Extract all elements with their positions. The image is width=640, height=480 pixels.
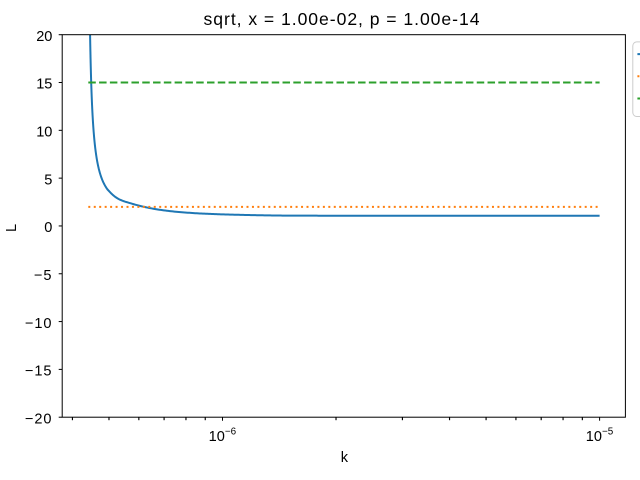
svg-text:−5: −5 <box>34 268 52 284</box>
svg-text:15: 15 <box>36 77 52 93</box>
svg-text:L: L <box>4 224 20 232</box>
svg-text:−10: −10 <box>25 316 52 332</box>
svg-text:10: 10 <box>36 125 52 141</box>
svg-text:−20: −20 <box>25 411 52 427</box>
svg-text:10−5: 10−5 <box>586 426 614 445</box>
svg-text:20: 20 <box>36 29 52 45</box>
svg-text:k: k <box>341 450 349 466</box>
svg-text:0: 0 <box>44 220 52 236</box>
svg-text:−15: −15 <box>25 364 52 380</box>
svg-text:5: 5 <box>44 172 52 188</box>
svg-text:10−6: 10−6 <box>209 426 237 445</box>
svg-text:sqrt, x = 1.00e-02, p = 1.00e-: sqrt, x = 1.00e-02, p = 1.00e-14 <box>204 9 481 29</box>
